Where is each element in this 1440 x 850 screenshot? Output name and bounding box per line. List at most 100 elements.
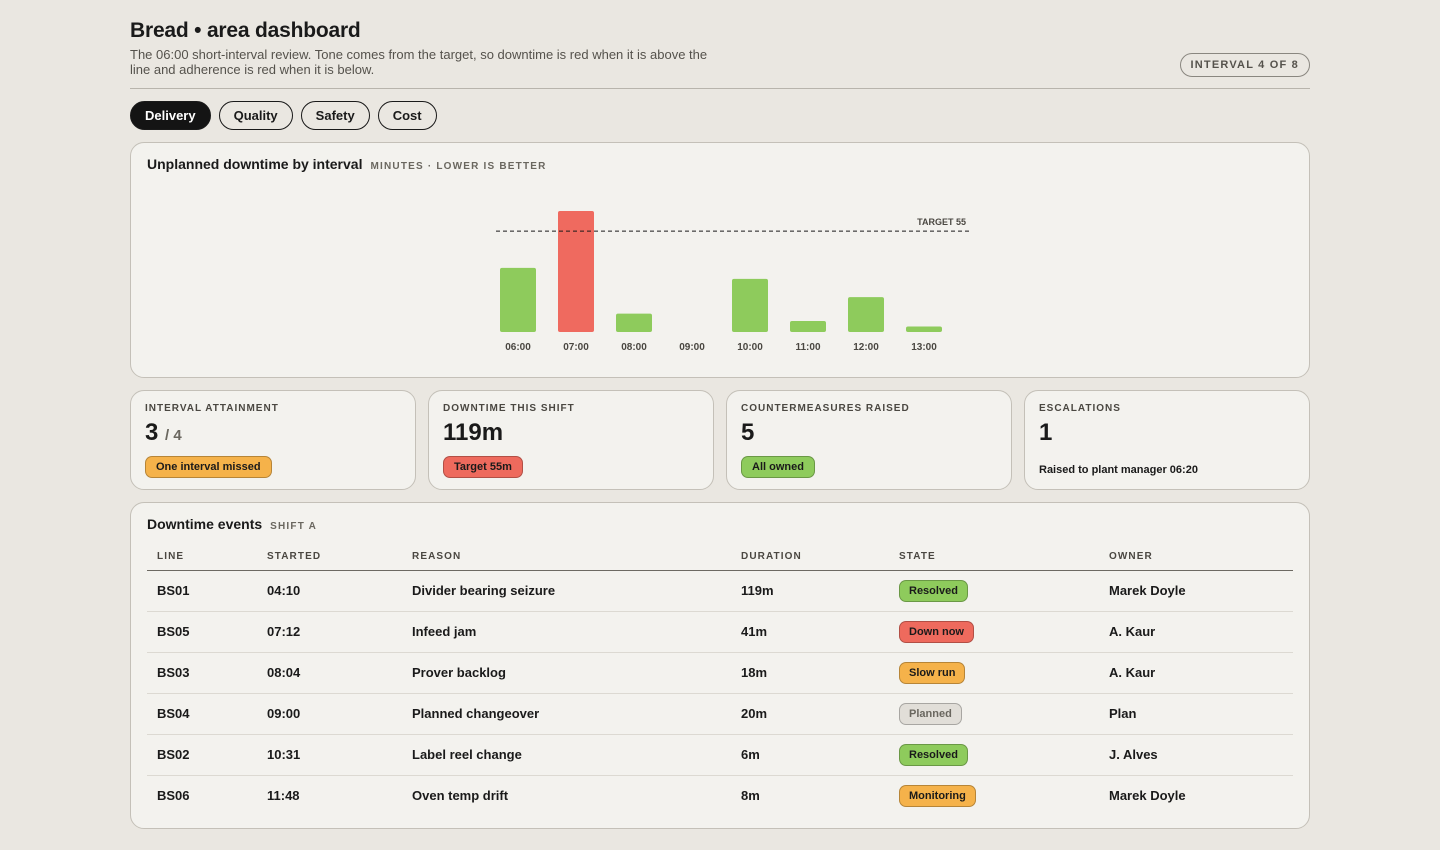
page-subtitle: The 06:00 short-interval review. Tone co… bbox=[130, 47, 708, 77]
bar-1000[interactable] bbox=[732, 278, 768, 332]
cell-state: Resolved bbox=[889, 734, 1099, 776]
bar-1200[interactable] bbox=[848, 297, 884, 332]
cell-started: 09:00 bbox=[257, 693, 402, 735]
header-divider bbox=[130, 88, 1310, 89]
cell-line: BS02 bbox=[147, 734, 257, 776]
cell-reason: Divider bearing seizure bbox=[402, 570, 731, 612]
downtime-chart-card: 06:00 07:00 08:00 09:00 10:00 11:00 12:00 13:00… bbox=[130, 142, 1310, 378]
kpi-value: 3 / 4 bbox=[145, 419, 182, 447]
cell-owner: Plan bbox=[1099, 693, 1293, 735]
chart-title: Unplanned downtime by interval bbox=[147, 156, 363, 172]
column-header-owner[interactable]: OWNER bbox=[1099, 543, 1293, 571]
cell-owner: Marek Doyle bbox=[1099, 570, 1293, 612]
kpi-value-suffix: / 4 bbox=[165, 427, 182, 444]
target-label: TARGET 55 bbox=[917, 217, 966, 227]
column-header-reason[interactable]: REASON bbox=[402, 543, 731, 571]
kpi-label: COUNTERMEASURES RAISED bbox=[741, 403, 910, 414]
table-header: Downtime events SHIFT A bbox=[147, 516, 317, 532]
status-badge: All owned bbox=[741, 456, 815, 478]
kpi-label: ESCALATIONS bbox=[1039, 403, 1121, 414]
tab-quality[interactable]: Quality bbox=[218, 101, 293, 130]
state-badge: Monitoring bbox=[899, 784, 976, 807]
cell-duration: 18m bbox=[731, 652, 889, 694]
column-header-line[interactable]: LINE bbox=[147, 543, 257, 571]
bar-0800[interactable] bbox=[616, 313, 652, 332]
chart-header: Unplanned downtime by interval MINUTES ·… bbox=[147, 156, 547, 172]
kpi-value: 5 bbox=[741, 419, 755, 446]
tab-bar: Delivery Quality Safety Cost bbox=[130, 101, 437, 130]
x-tick-label: 10:00 bbox=[737, 342, 763, 353]
state-badge: Planned bbox=[899, 702, 962, 725]
bar-1300[interactable] bbox=[906, 326, 942, 333]
cell-reason: Label reel change bbox=[402, 734, 731, 776]
cell-duration: 41m bbox=[731, 611, 889, 653]
downtime-events-card: Downtime events SHIFT A LINE STARTED REA… bbox=[130, 502, 1310, 829]
interval-indicator: INTERVAL 4 OF 8 bbox=[1179, 53, 1310, 77]
bar-0600[interactable] bbox=[500, 267, 536, 332]
table-row[interactable]: BS04 09:00 Planned changeover 20m Planned Pla… bbox=[147, 693, 1293, 735]
page-title: Bread • area dashboard bbox=[130, 19, 361, 42]
table-row[interactable]: BS03 08:04 Prover backlog 18m Slow run A. Kau… bbox=[147, 652, 1293, 694]
cell-line: BS05 bbox=[147, 611, 257, 653]
state-badge: Resolved bbox=[899, 579, 968, 602]
cell-duration: 6m bbox=[731, 734, 889, 776]
cell-duration: 20m bbox=[731, 693, 889, 735]
table-row[interactable]: BS01 04:10 Divider bearing seizure 119m Reso… bbox=[147, 570, 1293, 612]
kpi-value-main: 3 bbox=[145, 419, 159, 446]
cell-owner: Marek Doyle bbox=[1109, 788, 1186, 804]
downtime-bar-chart: 06:00 07:00 08:00 09:00 10:00 11:00 12:00 13:00… bbox=[496, 211, 970, 353]
tab-safety[interactable]: Safety bbox=[300, 101, 370, 130]
tab-delivery[interactable]: Delivery bbox=[130, 101, 211, 130]
x-tick-label: 13:00 bbox=[911, 342, 937, 353]
kpi-note: Raised to plant manager 06:20 bbox=[1039, 464, 1198, 476]
x-tick-label: 07:00 bbox=[563, 342, 589, 353]
kpi-interval-attainment: INTERVAL ATTAINMENT 3 / 4 One interval m… bbox=[130, 390, 416, 490]
bar-0700[interactable] bbox=[558, 211, 594, 332]
state-badge: Resolved bbox=[899, 743, 968, 766]
cell-started: 04:10 bbox=[257, 570, 402, 612]
column-header-duration[interactable]: DURATION bbox=[731, 543, 889, 571]
kpi-downtime-this-shift: DOWNTIME THIS SHIFT 119m Target 55m bbox=[428, 390, 714, 490]
cell-reason: Oven temp drift bbox=[412, 788, 509, 804]
x-tick-label: 12:00 bbox=[853, 342, 879, 353]
table-row[interactable]: BS06 11:48 Oven temp drift 8m Monitoring Mare… bbox=[147, 775, 1293, 816]
state-badge: Down now bbox=[899, 620, 974, 643]
cell-line: BS03 bbox=[147, 652, 257, 694]
downtime-events-table: LINE STARTED REASON DURATION STATE OWNER… bbox=[147, 543, 1293, 816]
x-tick-label: 11:00 bbox=[795, 342, 820, 353]
cell-started: 11:48 bbox=[267, 788, 300, 804]
kpi-countermeasures-raised: COUNTERMEASURES RAISED 5 All owned bbox=[726, 390, 1012, 490]
cell-duration: 119m bbox=[731, 570, 889, 612]
table-row[interactable]: BS02 10:31 Label reel change 6m Resolved J. A… bbox=[147, 734, 1293, 776]
tab-cost[interactable]: Cost bbox=[377, 101, 437, 130]
table-subtitle: SHIFT A bbox=[270, 521, 318, 532]
cell-state: Down now bbox=[889, 611, 1099, 653]
x-tick-label: 08:00 bbox=[621, 342, 647, 353]
cell-state: Resolved bbox=[889, 570, 1099, 612]
cell-started: 08:04 bbox=[257, 652, 402, 694]
x-tick-label: 09:00 bbox=[679, 342, 705, 353]
cell-reason: Planned changeover bbox=[402, 693, 731, 735]
status-badge: One interval missed bbox=[145, 456, 272, 478]
chart-subtitle: MINUTES · LOWER IS BETTER bbox=[370, 161, 547, 172]
cell-line: BS01 bbox=[147, 570, 257, 612]
column-header-started[interactable]: STARTED bbox=[257, 543, 402, 571]
cell-state: Planned bbox=[889, 693, 1099, 735]
kpi-escalations: ESCALATIONS 1 Raised to plant manager 06… bbox=[1024, 390, 1310, 490]
cell-started: 10:31 bbox=[257, 734, 402, 776]
kpi-label: DOWNTIME THIS SHIFT bbox=[443, 403, 575, 414]
x-tick-label: 06:00 bbox=[505, 342, 531, 353]
cell-duration: 8m bbox=[741, 788, 760, 804]
status-badge: Target 55m bbox=[443, 456, 523, 478]
column-header-state[interactable]: STATE bbox=[889, 543, 1099, 571]
state-badge: Slow run bbox=[899, 661, 966, 684]
cell-line: BS04 bbox=[147, 693, 257, 735]
table-row[interactable]: BS05 07:12 Infeed jam 41m Down now A. Kaur bbox=[147, 611, 1293, 653]
table-header-row: LINE STARTED REASON DURATION STATE OWNER bbox=[147, 543, 1293, 571]
table-title: Downtime events bbox=[147, 516, 263, 532]
kpi-value: 119m bbox=[443, 419, 504, 446]
cell-owner: A. Kaur bbox=[1099, 611, 1293, 653]
cell-reason: Prover backlog bbox=[402, 652, 731, 694]
cell-line: BS06 bbox=[157, 788, 190, 804]
bar-1100[interactable] bbox=[790, 321, 826, 332]
